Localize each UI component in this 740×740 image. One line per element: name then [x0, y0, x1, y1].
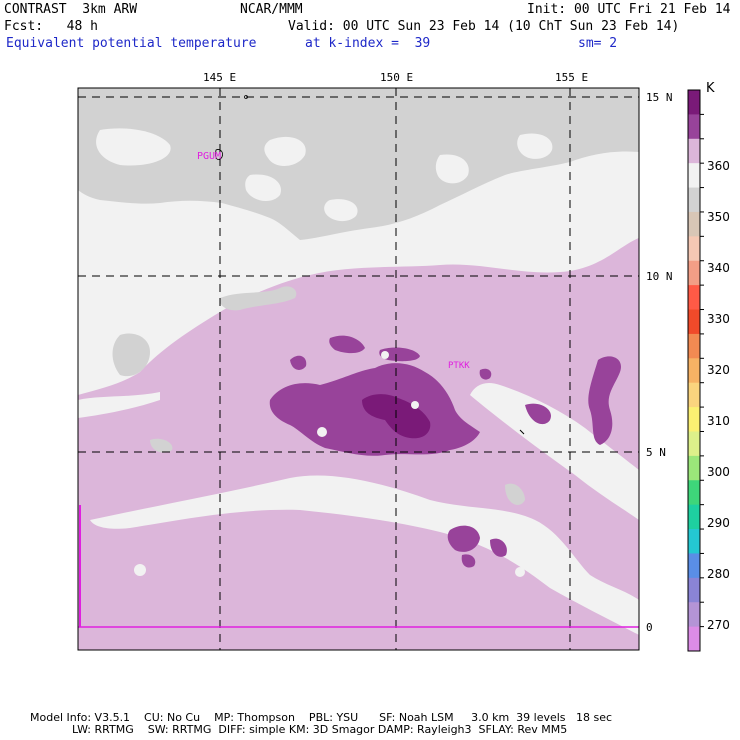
colorbar-swatch [688, 236, 700, 262]
colorbar-label: 350 [707, 210, 730, 224]
colorbar-swatch [688, 90, 700, 115]
contour-340-350 [78, 88, 639, 240]
model-info-line2: LW: RRTMG SW: RRTMG DIFF: simple KM: 3D … [30, 723, 568, 736]
colorbar-unit: K [706, 81, 715, 96]
colorbar [687, 89, 704, 652]
colorbar-swatch [688, 114, 700, 140]
colorbar-swatch [688, 529, 700, 554]
level-index: at k-index = 39 [305, 36, 431, 51]
lat-label-15n: 15 N [646, 91, 673, 104]
station-label-guam: PGUM [197, 151, 222, 162]
guam-coastline [215, 149, 223, 161]
colorbar-swatch [688, 431, 700, 457]
colorbar-swatch [688, 285, 700, 311]
colorbar-swatch [688, 382, 700, 408]
colorbar-swatch [688, 602, 700, 628]
colorbar-label: 300 [707, 465, 730, 479]
smoothing-label: sm= 2 [578, 36, 618, 51]
station-label-ptkk: PTKK [448, 361, 470, 371]
colorbar-swatch [688, 358, 700, 384]
colorbar-label: 330 [707, 312, 730, 326]
colorbar-frame [687, 89, 701, 652]
colorbar-swatch [688, 260, 700, 286]
colorbar-swatch [688, 187, 700, 213]
valid-time: Valid: 00 UTC Sun 23 Feb 14 (10 ChT Sun … [288, 19, 680, 34]
init-time: Init: 00 UTC Fri 21 Feb 14 [527, 2, 731, 17]
colorbar-label: 280 [707, 567, 730, 581]
colorbar-swatch [688, 504, 700, 530]
colorbar-label: 360 [707, 159, 730, 173]
lon-label-150: 150 E [380, 71, 414, 84]
model-title: CONTRAST 3km ARW [4, 2, 138, 17]
lon-label-155: 155 E [555, 71, 589, 84]
colorbar-swatch [688, 480, 700, 506]
field-name: Equivalent potential temperature [6, 36, 257, 51]
colorbar-swatch [688, 553, 700, 579]
lat-label-0: 0 [646, 621, 653, 634]
colorbar-swatch [688, 211, 700, 237]
lon-label-145: 145 E [203, 71, 237, 84]
colorbar-swatch [688, 577, 700, 603]
colorbar-label: 340 [707, 261, 730, 275]
contour-350-360-band [90, 475, 639, 635]
colorbar-swatch [688, 163, 700, 189]
colorbar-label: 270 [707, 618, 730, 632]
colorbar-swatch [688, 138, 700, 164]
institution-label: NCAR/MMM [240, 2, 303, 17]
model-info-line1: Model Info: V3.5.1 CU: No Cu MP: Thompso… [30, 711, 613, 724]
colorbar-swatch [688, 455, 700, 481]
lat-label-10n: 10 N [646, 270, 673, 283]
colorbar-swatch [688, 333, 700, 359]
colorbar-label: 290 [707, 516, 730, 530]
map-frame [77, 87, 640, 651]
colorbar-label: 320 [707, 363, 730, 377]
forecast-hour: Fcst: 48 h [4, 19, 98, 34]
lat-label-5n: 5 N [646, 446, 666, 459]
colorbar-label: 310 [707, 414, 730, 428]
colorbar-swatch [688, 407, 700, 432]
colorbar-swatch [688, 626, 700, 652]
colorbar-swatch [688, 309, 700, 335]
